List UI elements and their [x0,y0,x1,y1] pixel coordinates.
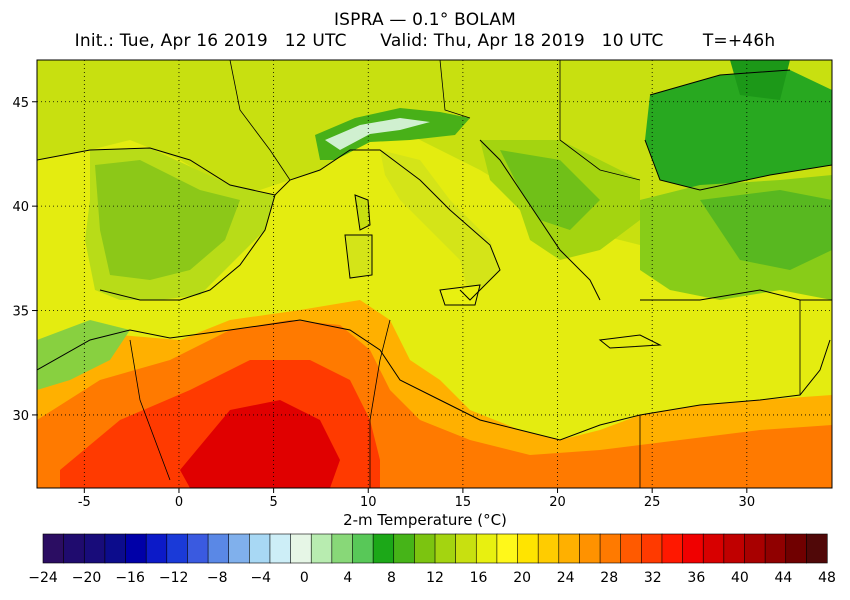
sardinia [345,235,372,278]
balkans-highland [500,150,600,230]
colorbar-swatch [661,533,684,564]
map-title: ISPRA — 0.1° BOLAM [333,10,517,30]
colorbar-tick-label: 24 [557,570,575,586]
colorbar-tick-label: 28 [600,570,618,586]
colorbar-swatch [682,533,704,564]
colorbar-tick-label: 36 [687,570,705,586]
colorbar-swatch [723,533,746,564]
colorbar-swatch [269,533,292,564]
colorbar-swatch [104,533,127,564]
colorbar-swatch [764,533,787,564]
alps-snow [325,118,430,150]
colorbar-swatch [228,533,250,564]
colorbar-swatch [641,533,663,564]
colorbar-swatch [125,533,147,564]
lat-label: 40 [12,200,29,215]
colorbar-tick-label: 32 [644,570,662,586]
graticule [37,60,832,488]
colorbar-swatch [310,533,333,564]
map-frame [36,59,833,489]
colorbar-tick-label: 4 [343,570,352,586]
map-subtitle: Init.: Tue, Apr 16 2019 12 UTC Valid: Th… [74,31,776,51]
colorbar-tick-label: 44 [775,570,793,586]
longitude-axis: -5 0 5 10 15 20 25 30 [78,488,755,510]
map-field [37,60,832,488]
sahara-hottest [180,400,340,488]
lon-label: 20 [549,495,566,510]
colorbar-swatch [83,533,106,564]
anatolia-highland [700,190,832,270]
lat-label: 30 [12,409,29,424]
colorbar-tick-label: 0 [300,570,309,586]
crimea-green [730,60,790,100]
lat-label: 45 [12,96,29,111]
colorbar [42,533,828,564]
colorbar-swatch [331,533,354,564]
colorbar-swatch [63,533,85,564]
colorbar-swatch [785,533,807,564]
colorbar-label: 2-m Temperature (°C) [343,511,507,529]
coastlines [37,69,832,441]
colorbar-swatch [496,533,519,564]
colorbar-swatch [579,533,601,564]
colorbar-swatch [187,533,209,564]
colorbar-tick-label: 16 [470,570,488,586]
morocco-green [37,320,130,390]
colorbar-swatch [393,533,415,564]
colorbar-tick-label: −16 [115,570,145,586]
lon-label: 0 [175,495,183,510]
colorbar-swatch [702,533,725,564]
colorbar-swatch [372,533,395,564]
colorbar-ticks: −24 −20 −16 −12 −8 −4 0 4 8 12 16 20 24 28 32 36 40 44 48 [28,570,836,586]
italy-land [380,150,500,300]
lat-label: 35 [12,305,29,320]
lon-label: 25 [644,495,661,510]
colorbar-tick-label: 8 [387,570,396,586]
colorbar-swatch [620,533,642,564]
colorbar-tick-label: −20 [72,570,102,586]
colorbar-tick-label: −24 [28,570,58,586]
colorbar-swatch [537,533,560,564]
colorbar-swatch [475,533,498,564]
iberia-highland [95,160,240,280]
black-sea [645,70,832,190]
colorbar-tick-label: −12 [159,570,189,586]
alps-green [315,108,470,160]
colorbar-swatch [599,533,622,564]
colorbar-swatch [414,533,436,564]
colorbar-swatch [145,533,168,564]
colorbar-swatch [42,533,65,564]
colorbar-swatch [744,533,766,564]
colorbar-swatch [352,533,374,564]
latitude-axis: 45 40 35 30 [12,96,37,424]
colorbar-swatch [207,533,230,564]
colorbar-tick-label: 12 [426,570,444,586]
colorbar-swatch [558,533,581,564]
colorbar-swatch [166,533,189,564]
lon-label: 10 [360,495,377,510]
colorbar-tick-label: 40 [731,570,749,586]
colorbar-tick-label: 20 [513,570,531,586]
colorbar-swatch [806,533,828,564]
colorbar-tick-label: 48 [818,570,836,586]
colorbar-swatch [455,533,477,564]
colorbar-swatch [290,533,312,564]
lon-label: 30 [739,495,756,510]
lon-label: 15 [455,495,472,510]
colorbar-swatch [434,533,457,564]
lon-label: -5 [78,495,91,510]
borders [129,60,801,488]
colorbar-swatch [517,533,539,564]
colorbar-swatch [249,533,271,564]
colorbar-tick-label: −4 [250,570,271,586]
lon-label: 5 [269,495,277,510]
colorbar-tick-label: −8 [207,570,228,586]
